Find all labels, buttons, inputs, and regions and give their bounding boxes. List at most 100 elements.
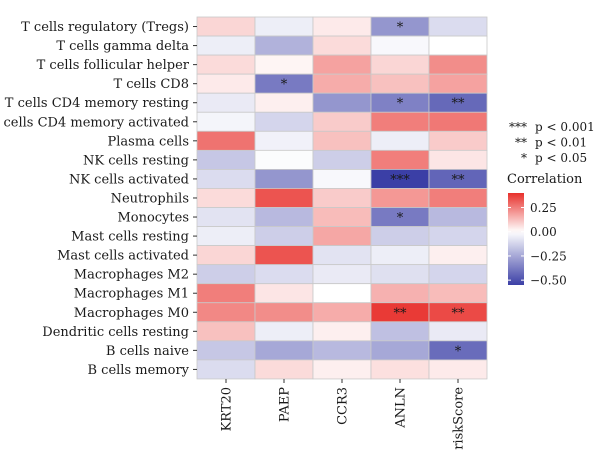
heatmap-cell xyxy=(196,149,256,170)
column-label: riskScore xyxy=(452,387,467,450)
heatmap-cell xyxy=(312,283,372,304)
significance-label: ** xyxy=(452,173,466,188)
legend-stars: ** xyxy=(515,136,527,150)
column-label: KRT20 xyxy=(220,387,235,431)
row-label: Monocytes xyxy=(117,211,189,226)
heatmap-cell xyxy=(196,245,256,266)
heatmap-cell xyxy=(196,188,256,208)
significance-label: * xyxy=(281,78,288,93)
row-label: T cells CD4 memory activated xyxy=(0,115,189,130)
significance-label: * xyxy=(397,21,404,36)
heatmap-cell xyxy=(254,226,314,247)
legend-pvalue: p < 0.001 xyxy=(535,120,595,134)
heatmap-cell xyxy=(196,168,256,189)
heatmap-cell xyxy=(312,245,372,266)
row-label: B cells memory xyxy=(87,363,189,378)
heatmap-cell xyxy=(196,340,256,361)
heatmap-cell xyxy=(370,226,430,247)
heatmap-cell xyxy=(254,149,314,170)
row-label: Mast cells resting xyxy=(71,230,189,245)
colorbar-tick-label: −0.50 xyxy=(530,274,567,288)
heatmap-cell xyxy=(370,111,430,132)
heatmap-cell xyxy=(312,16,372,37)
heatmap-cell xyxy=(312,73,372,94)
heatmap-cell xyxy=(254,16,314,37)
legend-stars: *** xyxy=(509,120,527,134)
heatmap-cell xyxy=(428,188,488,208)
heatmap-cell xyxy=(312,226,372,247)
heatmap-cell xyxy=(428,283,488,304)
heatmap-cell xyxy=(428,111,488,132)
significance-label: ** xyxy=(452,97,466,112)
heatmap-cell xyxy=(370,35,430,56)
significance-label: * xyxy=(455,344,462,359)
heatmap-cell xyxy=(196,283,256,304)
heatmap-cell xyxy=(254,264,314,285)
heatmap-cell xyxy=(370,264,430,285)
heatmap-cell xyxy=(254,111,314,132)
heatmap-cell xyxy=(196,35,256,56)
heatmap-cell xyxy=(312,130,372,151)
heatmap-cell xyxy=(312,302,372,323)
heatmap-cell xyxy=(196,73,256,94)
heatmap-cell xyxy=(428,73,488,94)
heatmap-cell xyxy=(196,321,256,342)
colorbar-tick-label: 0.00 xyxy=(530,225,557,239)
heatmap-cell xyxy=(428,226,488,247)
heatmap-cell xyxy=(370,340,430,361)
heatmap-cell xyxy=(428,359,488,380)
row-label: NK cells resting xyxy=(83,153,189,168)
heatmap-cell xyxy=(254,168,314,189)
significance-label: * xyxy=(397,211,404,226)
heatmap-cell xyxy=(370,359,430,380)
heatmap-cell xyxy=(428,16,488,37)
heatmap-cell xyxy=(196,359,256,380)
heatmap-cell xyxy=(196,111,256,132)
heatmap-cell xyxy=(254,130,314,151)
legend-pvalue: p < 0.05 xyxy=(535,151,587,165)
heatmap-cell xyxy=(254,359,314,380)
heatmap-cell xyxy=(254,188,314,208)
heatmap-cell xyxy=(254,207,314,227)
significance-label: *** xyxy=(390,173,410,188)
heatmap-cell xyxy=(196,130,256,151)
heatmap-cell xyxy=(428,264,488,285)
heatmap-cell xyxy=(312,168,372,189)
row-label: T cells CD8 xyxy=(113,77,189,92)
heatmap-cell xyxy=(312,54,372,75)
column-label: ANLN xyxy=(394,387,409,429)
significance-label: ** xyxy=(452,306,466,321)
heatmap-cell xyxy=(254,321,314,342)
heatmap-cell xyxy=(312,149,372,170)
heatmap-cell xyxy=(312,92,372,113)
heatmap-cell xyxy=(312,111,372,132)
heatmap-cell xyxy=(312,35,372,56)
heatmap-cell xyxy=(254,340,314,361)
row-label: T cells regulatory (Tregs) xyxy=(21,20,189,35)
heatmap-cell xyxy=(254,35,314,56)
row-label: Neutrophils xyxy=(111,191,189,206)
heatmap-cell xyxy=(312,188,372,208)
heatmap-cell xyxy=(428,130,488,151)
colorbar-tick-label: 0.25 xyxy=(530,201,557,215)
heatmap-cell xyxy=(370,188,430,208)
row-label: B cells naive xyxy=(106,344,189,359)
heatmap-cell xyxy=(312,340,372,361)
heatmap-cell xyxy=(254,245,314,266)
heatmap-cell xyxy=(370,54,430,75)
heatmap-cell xyxy=(428,207,488,227)
heatmap-cell xyxy=(196,264,256,285)
column-label: CCR3 xyxy=(336,387,351,425)
heatmap-cell xyxy=(428,149,488,170)
row-label: NK cells activated xyxy=(69,172,189,187)
heatmap-cell xyxy=(428,321,488,342)
heatmap-cell xyxy=(254,54,314,75)
heatmap-cell xyxy=(196,207,256,227)
colorbar-tick-label: −0.25 xyxy=(530,249,567,263)
heatmap-cell xyxy=(370,149,430,170)
heatmap-cell xyxy=(196,302,256,323)
heatmap-cell xyxy=(254,92,314,113)
heatmap-cell xyxy=(370,130,430,151)
heatmap-cell xyxy=(196,92,256,113)
